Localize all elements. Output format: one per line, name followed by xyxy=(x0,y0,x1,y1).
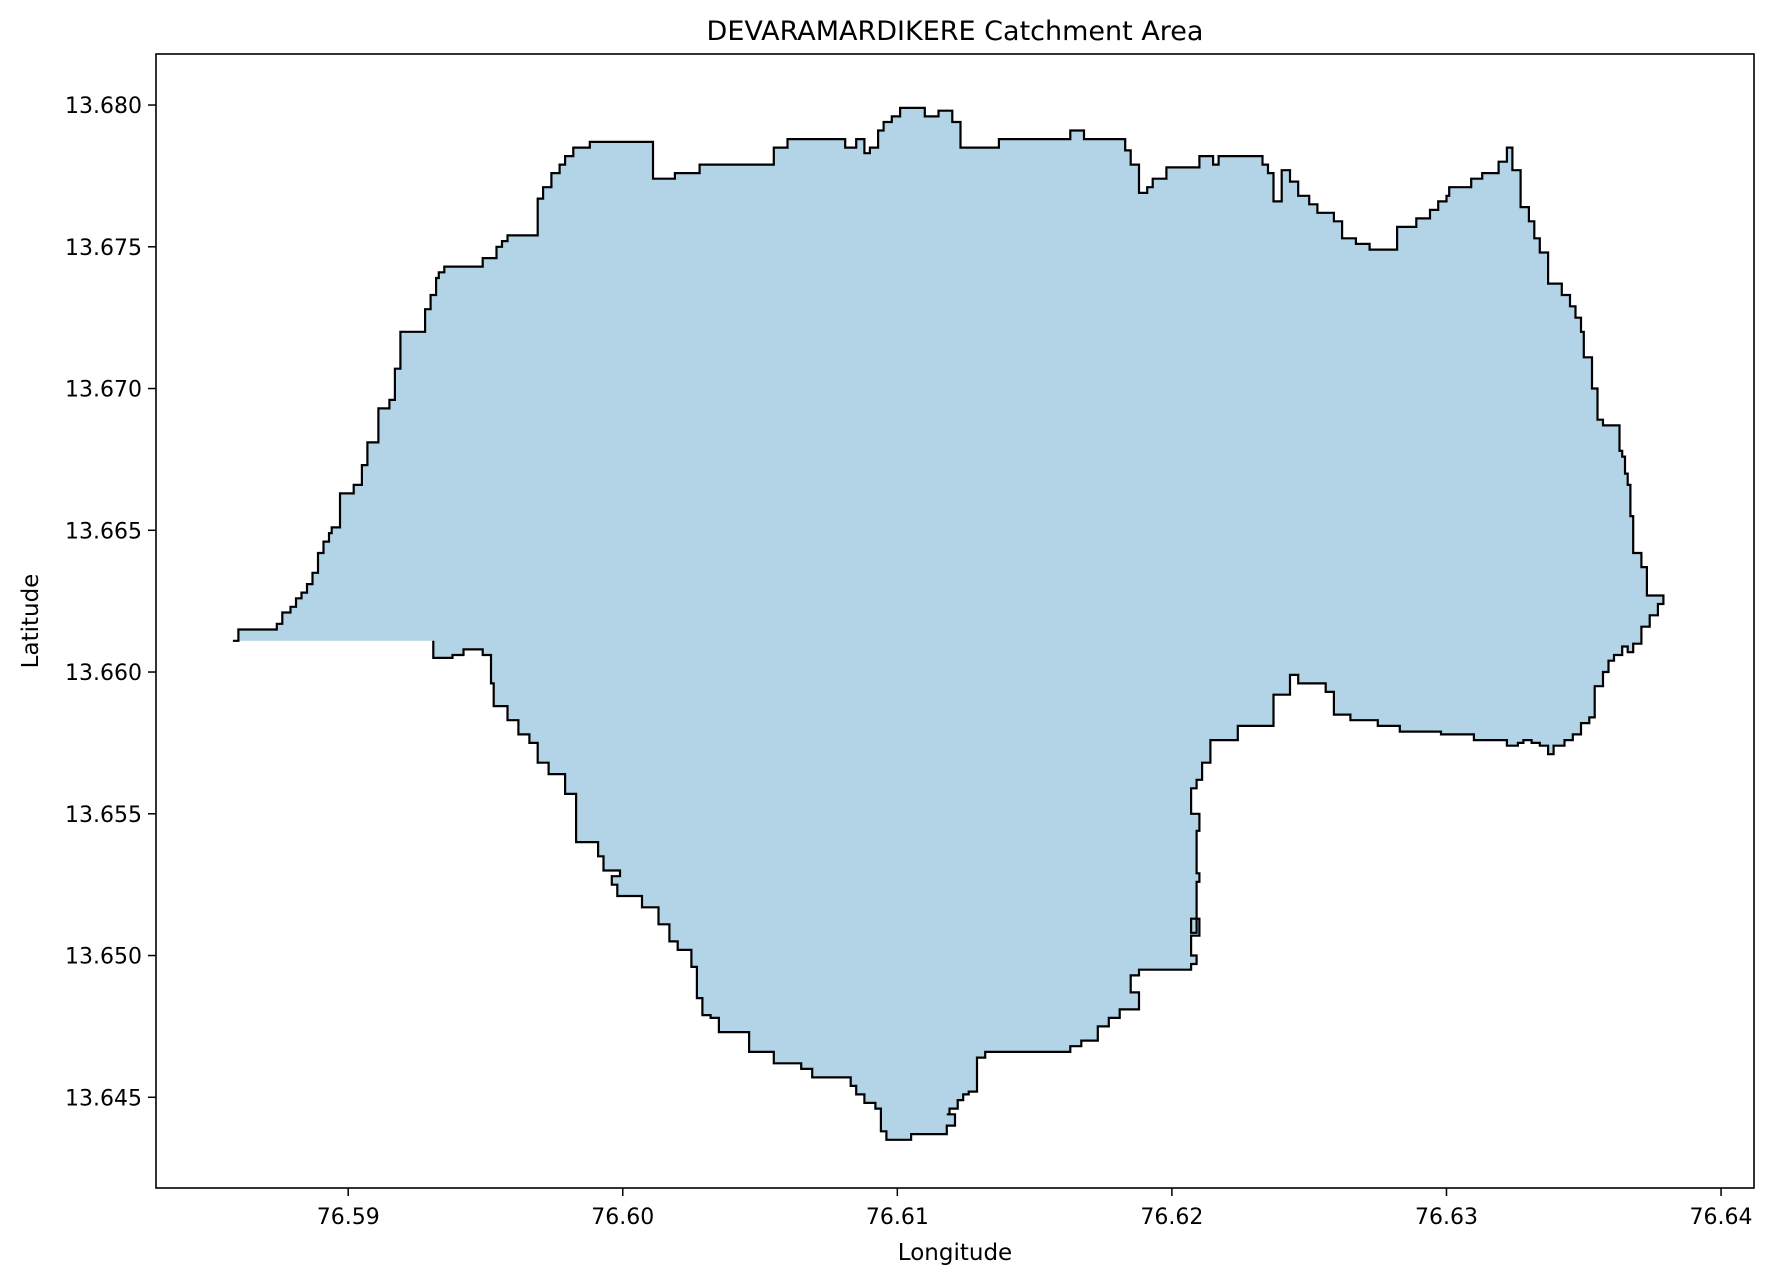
y-tick-label: 13.650 xyxy=(65,945,142,970)
x-tick-label: 76.63 xyxy=(1415,1205,1478,1230)
y-tick-label: 13.655 xyxy=(65,803,142,828)
x-axis-label: Longitude xyxy=(898,1240,1012,1266)
y-tick-label: 13.675 xyxy=(65,236,142,261)
y-tick-label: 13.680 xyxy=(65,94,142,119)
y-tick-label: 13.670 xyxy=(65,378,142,403)
y-tick-label: 13.660 xyxy=(65,661,142,686)
x-axis-ticks: 76.59 76.60 76.61 76.62 76.63 76.64 xyxy=(317,1188,1753,1230)
x-tick-label: 76.62 xyxy=(1140,1205,1203,1230)
y-axis-ticks: 13.645 13.650 13.655 13.660 13.665 13.670 13.6… xyxy=(65,94,156,1111)
x-tick-label: 76.60 xyxy=(591,1205,654,1230)
x-tick-label: 76.61 xyxy=(866,1205,929,1230)
x-tick-label: 76.59 xyxy=(317,1205,380,1230)
y-tick-label: 13.645 xyxy=(65,1086,142,1111)
x-tick-label: 76.64 xyxy=(1690,1205,1753,1230)
plot-frame xyxy=(155,53,1755,1189)
catchment-polygon xyxy=(232,106,1665,1141)
y-axis-label: Latitude xyxy=(18,574,44,669)
y-tick-label: 13.665 xyxy=(65,519,142,544)
chart-title: DEVARAMARDIKERE Catchment Area xyxy=(707,16,1204,47)
